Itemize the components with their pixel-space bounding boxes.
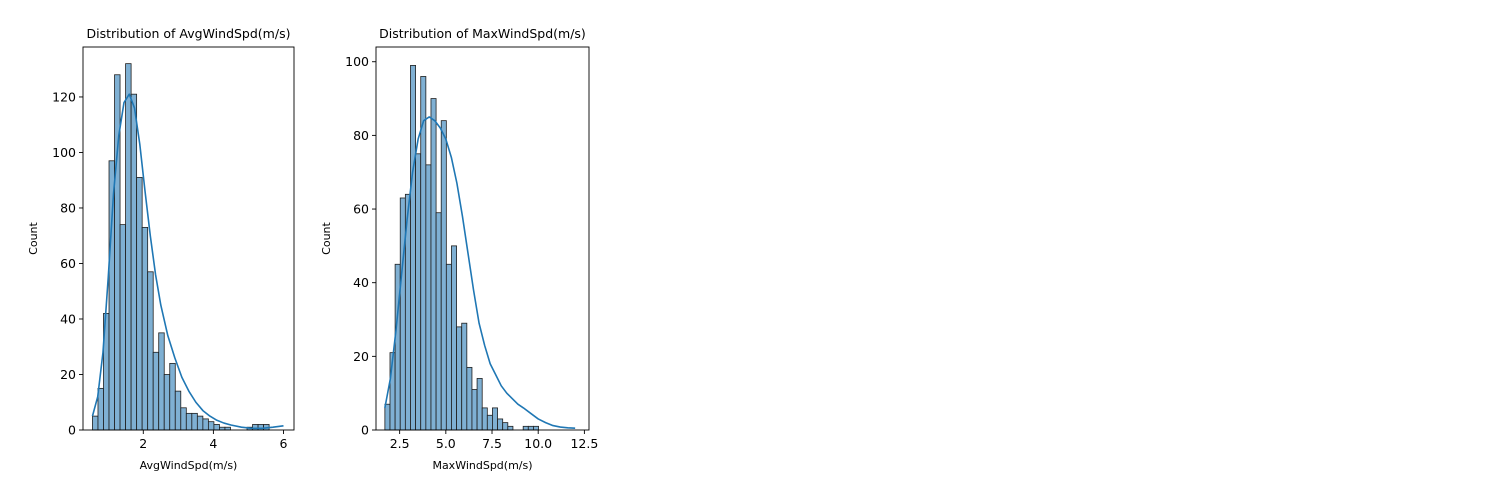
chart-title: Distribution of MaxWindSpd(m/s) (379, 26, 586, 41)
histogram-bar (213, 424, 220, 431)
y-axis-label: Count (27, 221, 40, 254)
y-tick-label: 0 (68, 423, 76, 438)
histogram-bar (185, 412, 193, 431)
x-tick-label: 5.0 (436, 436, 456, 451)
x-tick-label: 6 (280, 436, 288, 451)
x-axis-label: MaxWindSpd(m/s) (432, 459, 532, 472)
y-tick-label: 100 (52, 145, 76, 160)
histogram-bar (451, 245, 457, 431)
histogram-bar (202, 418, 209, 431)
y-tick-label: 60 (353, 202, 369, 217)
histogram-bar (533, 425, 539, 431)
x-tick-label: 10.0 (524, 436, 552, 451)
kde-line (384, 116, 576, 429)
histogram-bar (191, 412, 198, 431)
histogram-bar (471, 389, 478, 431)
histogram-bar (476, 378, 483, 431)
histogram-bar (522, 425, 529, 431)
x-tick-label: 2.5 (390, 436, 410, 451)
y-tick-label: 20 (60, 367, 76, 382)
histogram-bar (207, 421, 215, 431)
x-tick-label: 4 (209, 436, 217, 451)
histogram-bar (169, 362, 176, 431)
y-tick-label: 80 (60, 200, 76, 215)
histogram-bar (445, 263, 452, 431)
histogram-bar (486, 414, 493, 431)
histogram-bar (430, 98, 437, 431)
max-wind-speed-histogram: 2.5 5.0 7.5 10.0 12.5 0 20 40 60 80 100 Distributio… (320, 26, 598, 472)
y-tick-label: 80 (353, 128, 369, 143)
histogram-bar (384, 403, 391, 431)
histogram-bar (119, 224, 126, 431)
kde-line (91, 93, 284, 430)
axes-frame (375, 46, 590, 431)
histogram-bar (147, 271, 154, 431)
histogram-bar (410, 65, 417, 431)
y-tick-label: 40 (60, 311, 76, 326)
histogram-bar (252, 424, 259, 431)
x-tick-label: 2 (139, 436, 147, 451)
histogram-bar (461, 322, 468, 431)
histogram-bar (435, 212, 442, 431)
histogram-bar (456, 326, 463, 431)
histogram-bar (92, 415, 99, 431)
y-axis-label: Count (320, 221, 333, 254)
y-tick-label: 40 (353, 275, 369, 290)
histogram-bar (130, 93, 138, 431)
histogram-bar (163, 374, 171, 431)
histogram-bar (466, 366, 473, 431)
y-tick-label: 60 (60, 256, 76, 271)
histogram-bar (492, 407, 498, 431)
histogram-bar (497, 418, 504, 431)
histogram-bar (180, 407, 187, 431)
histogram-bar (141, 226, 149, 431)
histogram-bar (527, 425, 534, 431)
y-tick-label: 0 (361, 423, 369, 438)
histogram-bar (257, 424, 264, 431)
histogram-bar (399, 197, 406, 431)
histogram-bar (158, 332, 165, 431)
histogram-bar (125, 63, 132, 431)
y-tick-label: 20 (353, 349, 369, 364)
histogram-bar (174, 390, 182, 431)
histogram-bar (425, 164, 432, 431)
histogram-bar (507, 425, 514, 431)
histogram-bar (481, 407, 488, 431)
histogram-bar (440, 120, 447, 431)
x-tick-label: 7.5 (482, 436, 502, 451)
histogram-bar (97, 387, 104, 431)
chart-title: Distribution of AvgWindSpd(m/s) (87, 26, 291, 41)
histogram-bar (152, 351, 160, 431)
histogram-bar (415, 153, 422, 431)
y-tick-label: 120 (52, 89, 76, 104)
x-tick-label: 12.5 (570, 436, 598, 451)
x-axis-label: AvgWindSpd(m/s) (140, 459, 238, 472)
histogram-bar (136, 177, 143, 431)
histogram-bar (196, 415, 204, 431)
axes-frame (82, 46, 295, 431)
histogram-bar (502, 422, 509, 431)
y-tick-label: 100 (345, 54, 369, 69)
